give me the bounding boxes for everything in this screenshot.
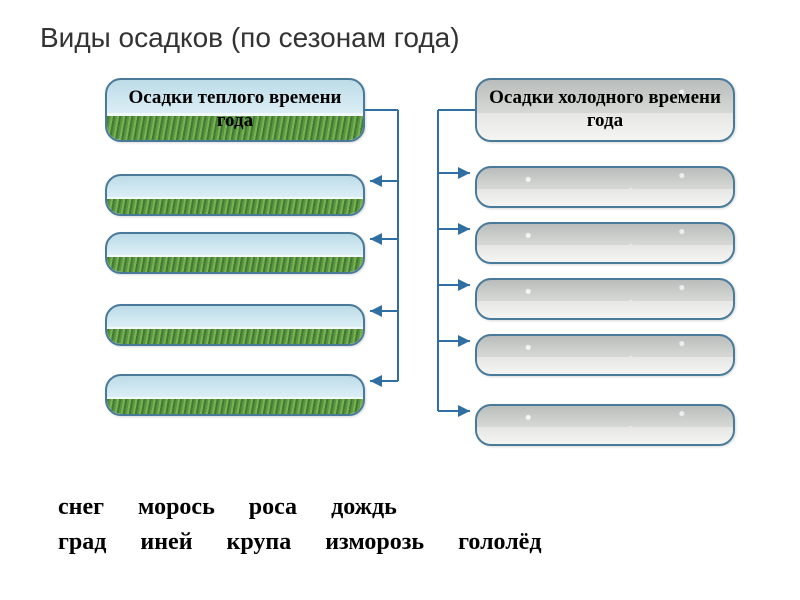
warm-item-1[interactable] bbox=[105, 174, 365, 216]
word-item[interactable]: иней bbox=[140, 525, 192, 560]
cold-item-1[interactable] bbox=[475, 166, 735, 208]
page-title: Виды осадков (по сезонам года) bbox=[40, 22, 460, 54]
word-item[interactable]: град bbox=[58, 525, 106, 560]
warm-item-3[interactable] bbox=[105, 304, 365, 346]
warm-header-label: Осадки теплого времени года bbox=[117, 87, 353, 133]
word-bank-row-2: град иней крупа изморозь гололёд bbox=[58, 525, 760, 560]
word-item[interactable]: морось bbox=[138, 490, 215, 525]
word-item[interactable]: роса bbox=[249, 490, 297, 525]
cold-item-2[interactable] bbox=[475, 222, 735, 264]
warm-item-4[interactable] bbox=[105, 374, 365, 416]
word-bank-row-1: снег морось роса дождь bbox=[58, 490, 760, 525]
word-bank: снег морось роса дождь град иней крупа и… bbox=[58, 490, 760, 560]
warm-item-2[interactable] bbox=[105, 232, 365, 274]
cold-item-5[interactable] bbox=[475, 404, 735, 446]
word-item[interactable]: снег bbox=[58, 490, 104, 525]
cold-item-3[interactable] bbox=[475, 278, 735, 320]
word-item[interactable]: дождь bbox=[331, 490, 397, 525]
word-item[interactable]: изморозь bbox=[325, 525, 424, 560]
cold-item-4[interactable] bbox=[475, 334, 735, 376]
cold-header-label: Осадки холодного времени года bbox=[487, 87, 723, 133]
warm-header-card: Осадки теплого времени года bbox=[105, 78, 365, 142]
word-item[interactable]: гололёд bbox=[458, 525, 541, 560]
word-item[interactable]: крупа bbox=[227, 525, 292, 560]
cold-header-card: Осадки холодного времени года bbox=[475, 78, 735, 142]
